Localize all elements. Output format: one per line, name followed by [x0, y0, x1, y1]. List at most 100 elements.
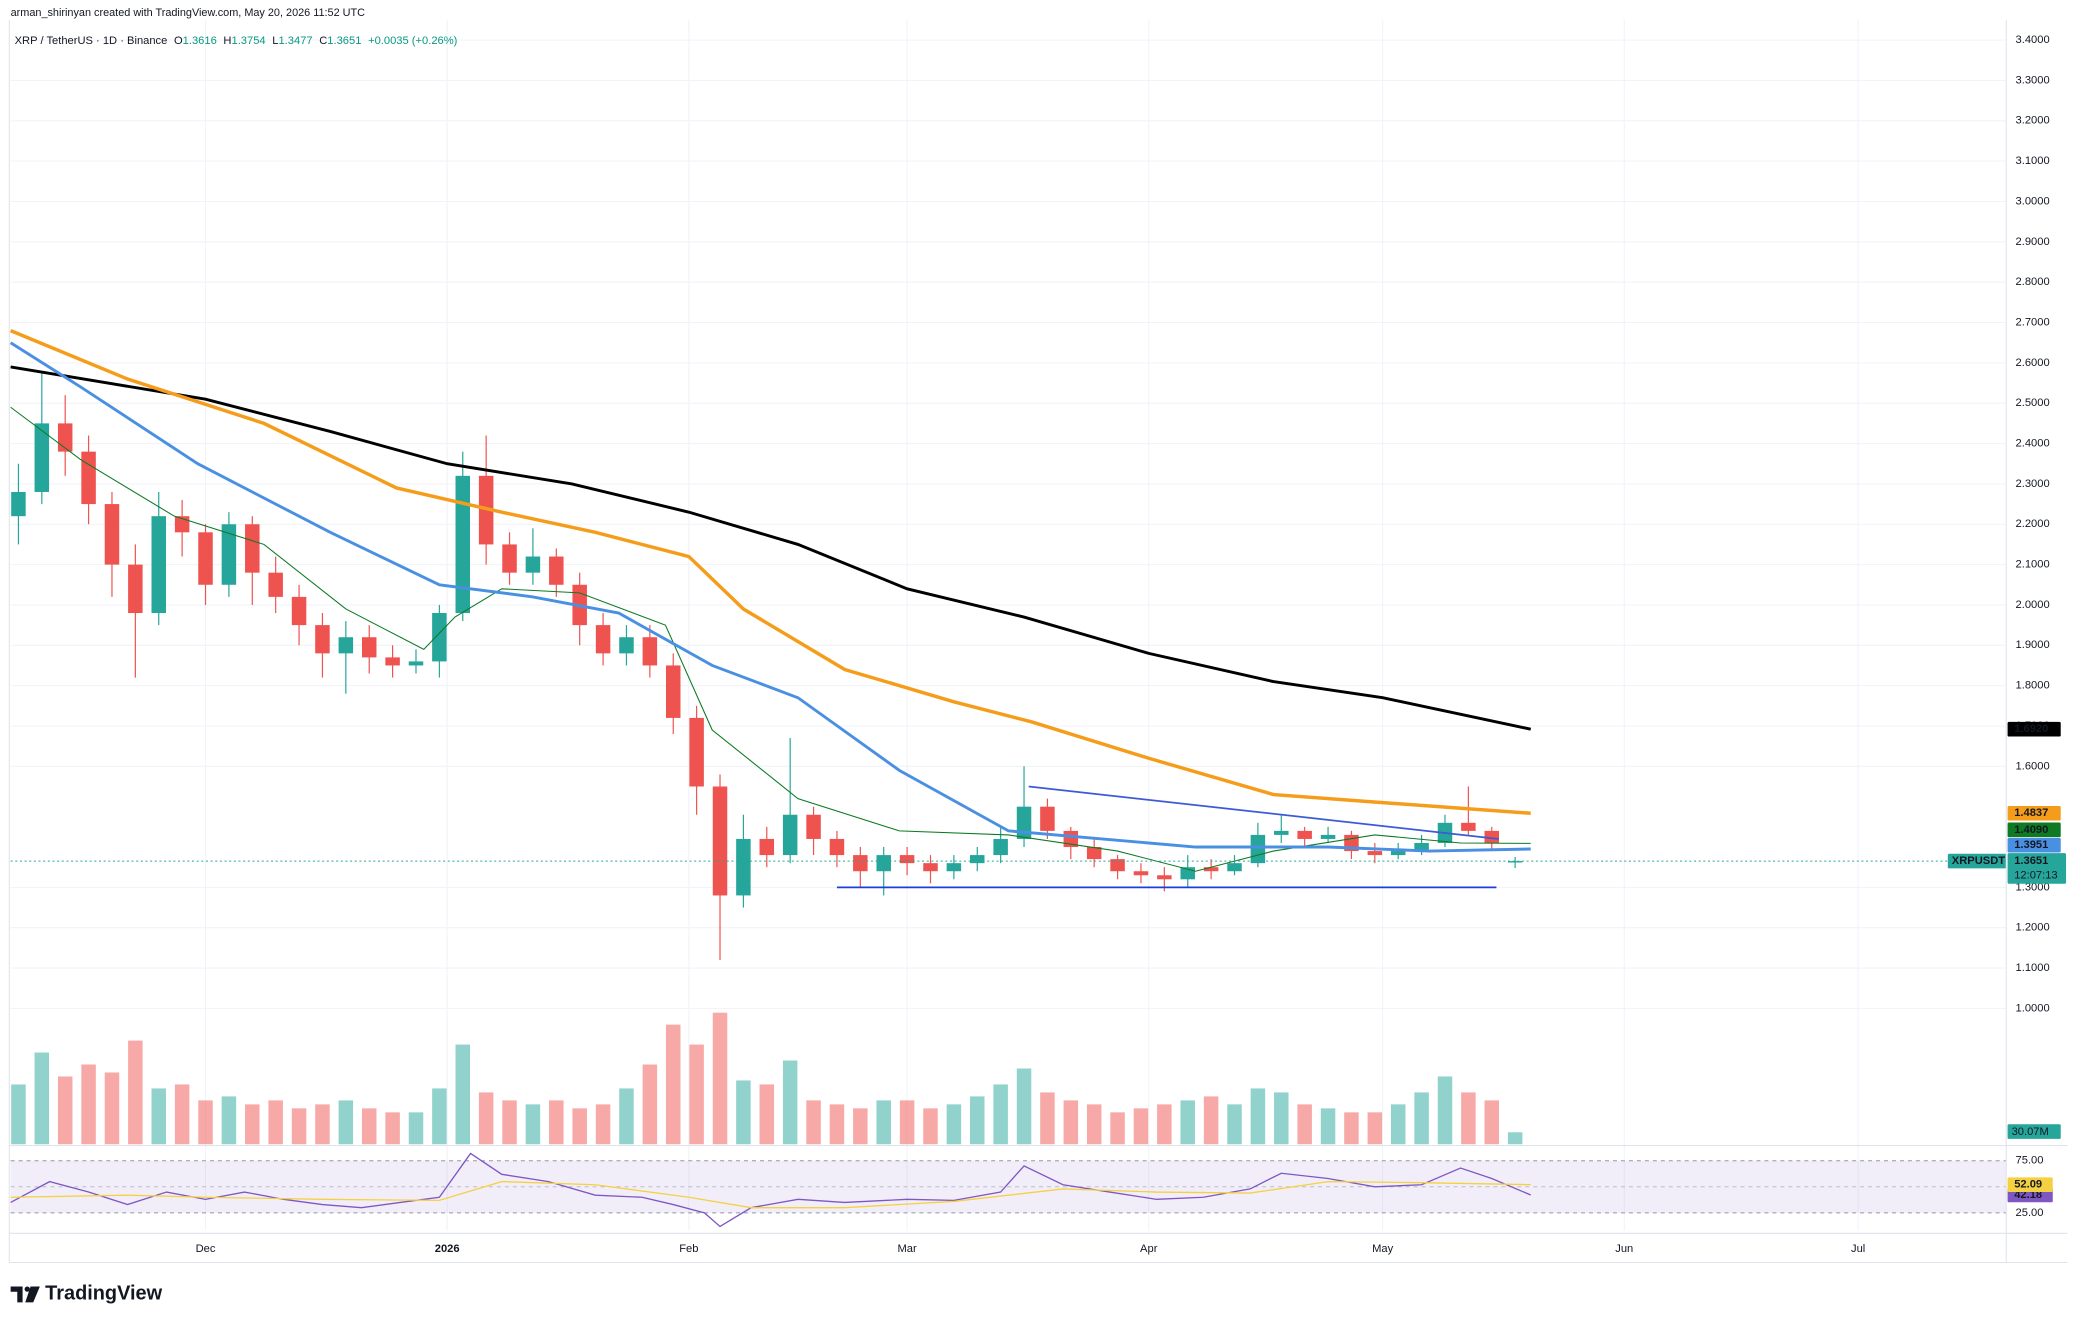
- candle-body: [128, 564, 143, 614]
- volume-bar: [759, 1084, 775, 1145]
- x-tick-label: Dec: [196, 1243, 216, 1255]
- volume-bar: [478, 1092, 494, 1145]
- volume-bar: [291, 1108, 307, 1145]
- volume-bar: [525, 1104, 541, 1145]
- volume-bar: [408, 1112, 424, 1145]
- volume-bar: [1063, 1100, 1079, 1145]
- volume-label: 30.07M: [2012, 1126, 2049, 1138]
- x-tick-label: 2026: [435, 1243, 460, 1255]
- indicator-line: [10, 406, 1531, 872]
- volume-bar: [1086, 1104, 1102, 1145]
- candle-body: [970, 855, 985, 864]
- x-tick-label: May: [1372, 1243, 1393, 1255]
- candle-body: [338, 637, 354, 654]
- volume-bar: [432, 1088, 447, 1145]
- candle-body: [1086, 847, 1102, 860]
- candle-body: [1274, 830, 1289, 835]
- volume-bar: [923, 1108, 938, 1145]
- ma-value-badge: [2007, 805, 2061, 821]
- logo-mark: [25, 1286, 40, 1303]
- volume-bar: [385, 1112, 400, 1145]
- rsi-value-badge: [2007, 1177, 2053, 1192]
- legend-item: H: [223, 35, 231, 47]
- volume-bar: [81, 1064, 96, 1145]
- y-tick-label: 1.3000: [2016, 881, 2050, 893]
- volume-bar: [1507, 1132, 1523, 1145]
- ma-value-label: 1.4090: [2014, 824, 2048, 836]
- volume-bar: [782, 1060, 798, 1145]
- candle-body: [385, 657, 400, 666]
- legend-item: 1.3754: [232, 35, 266, 47]
- y-tick-label: 2.6000: [2016, 357, 2050, 369]
- volume-bar: [455, 1044, 471, 1145]
- volume-bar: [1320, 1108, 1336, 1145]
- volume-bar: [34, 1052, 50, 1145]
- volume-bar: [1461, 1092, 1476, 1145]
- y-tick-label: 1.6000: [2016, 760, 2050, 772]
- plot-layer: [9, 328, 2007, 1228]
- volume-bar: [502, 1100, 517, 1145]
- candle-body: [57, 423, 73, 452]
- candle-body: [759, 838, 775, 856]
- volume-bar: [338, 1100, 354, 1145]
- volume-bar: [1390, 1104, 1406, 1145]
- y-tick-label: 1.8000: [2016, 680, 2050, 692]
- candle-body: [993, 838, 1008, 856]
- candle-body: [268, 572, 283, 597]
- volume-bar: [268, 1100, 283, 1145]
- y-tick-label: 2.0000: [2016, 599, 2050, 611]
- volume-bar: [57, 1076, 73, 1145]
- axis-layer: Dec 2026 Feb Mar Apr May Jun Jul 1.0000 1.1000 1.2…: [196, 34, 2067, 1255]
- volume-bar: [361, 1108, 377, 1145]
- legend-item: XRP / TetherUS · 1D · Binance: [15, 35, 168, 47]
- volume-bar: [104, 1072, 120, 1145]
- legend-item: C: [319, 35, 327, 47]
- y-tick-label: 2.7000: [2016, 316, 2050, 328]
- y-tick-label: 3.2000: [2016, 115, 2050, 127]
- volume-badge: [2007, 1124, 2061, 1139]
- volume-bar: [221, 1096, 237, 1145]
- volume-bar: [1344, 1112, 1359, 1145]
- volume-bar: [642, 1064, 658, 1145]
- last-price-label: 1.3651: [2014, 855, 2048, 867]
- trend-line: [1028, 785, 1499, 840]
- indicator-line: [9, 328, 1531, 815]
- y-tick-label: 75.00: [2016, 1155, 2044, 1167]
- volume-bar: [1414, 1092, 1429, 1145]
- y-tick-label: 2.5000: [2016, 397, 2050, 409]
- candle-body: [1157, 875, 1172, 880]
- volume-bar: [1484, 1100, 1500, 1145]
- candle-body: [923, 863, 938, 872]
- y-tick-label: 2.2000: [2016, 518, 2050, 530]
- symbol-badge: [1947, 853, 2007, 869]
- volume-bar: [128, 1040, 143, 1145]
- candle-body: [689, 717, 704, 787]
- candle-body: [361, 637, 377, 658]
- volume-bar: [970, 1096, 985, 1145]
- countdown-label: 12:07:13: [2014, 870, 2057, 882]
- legend-item: O: [174, 35, 183, 47]
- candle-body: [221, 524, 237, 585]
- volume-bar: [1203, 1096, 1219, 1145]
- candle-body: [1133, 871, 1149, 876]
- y-tick-label: 3.4000: [2016, 34, 2050, 46]
- candle-body: [151, 516, 166, 614]
- candle-body: [525, 556, 541, 573]
- volume-bar: [853, 1108, 868, 1145]
- author-line: arman_shirinyan created with TradingView…: [11, 7, 366, 19]
- candle-body: [1390, 851, 1406, 856]
- candle-body: [1203, 867, 1219, 872]
- volume-bar: [572, 1108, 587, 1145]
- volume-bar: [899, 1100, 915, 1145]
- volume-bar: [689, 1044, 704, 1145]
- y-tick-label: 25.00: [2016, 1207, 2044, 1219]
- volume-bar: [1274, 1092, 1289, 1145]
- candle-body: [1484, 830, 1500, 843]
- volume-bar: [549, 1100, 564, 1145]
- indicator-line: [10, 1152, 1531, 1228]
- candle-body: [1507, 861, 1523, 863]
- y-tick-label: 1.0000: [2016, 1002, 2050, 1014]
- candle-body: [1227, 863, 1242, 872]
- logo-mark: [10, 1286, 23, 1303]
